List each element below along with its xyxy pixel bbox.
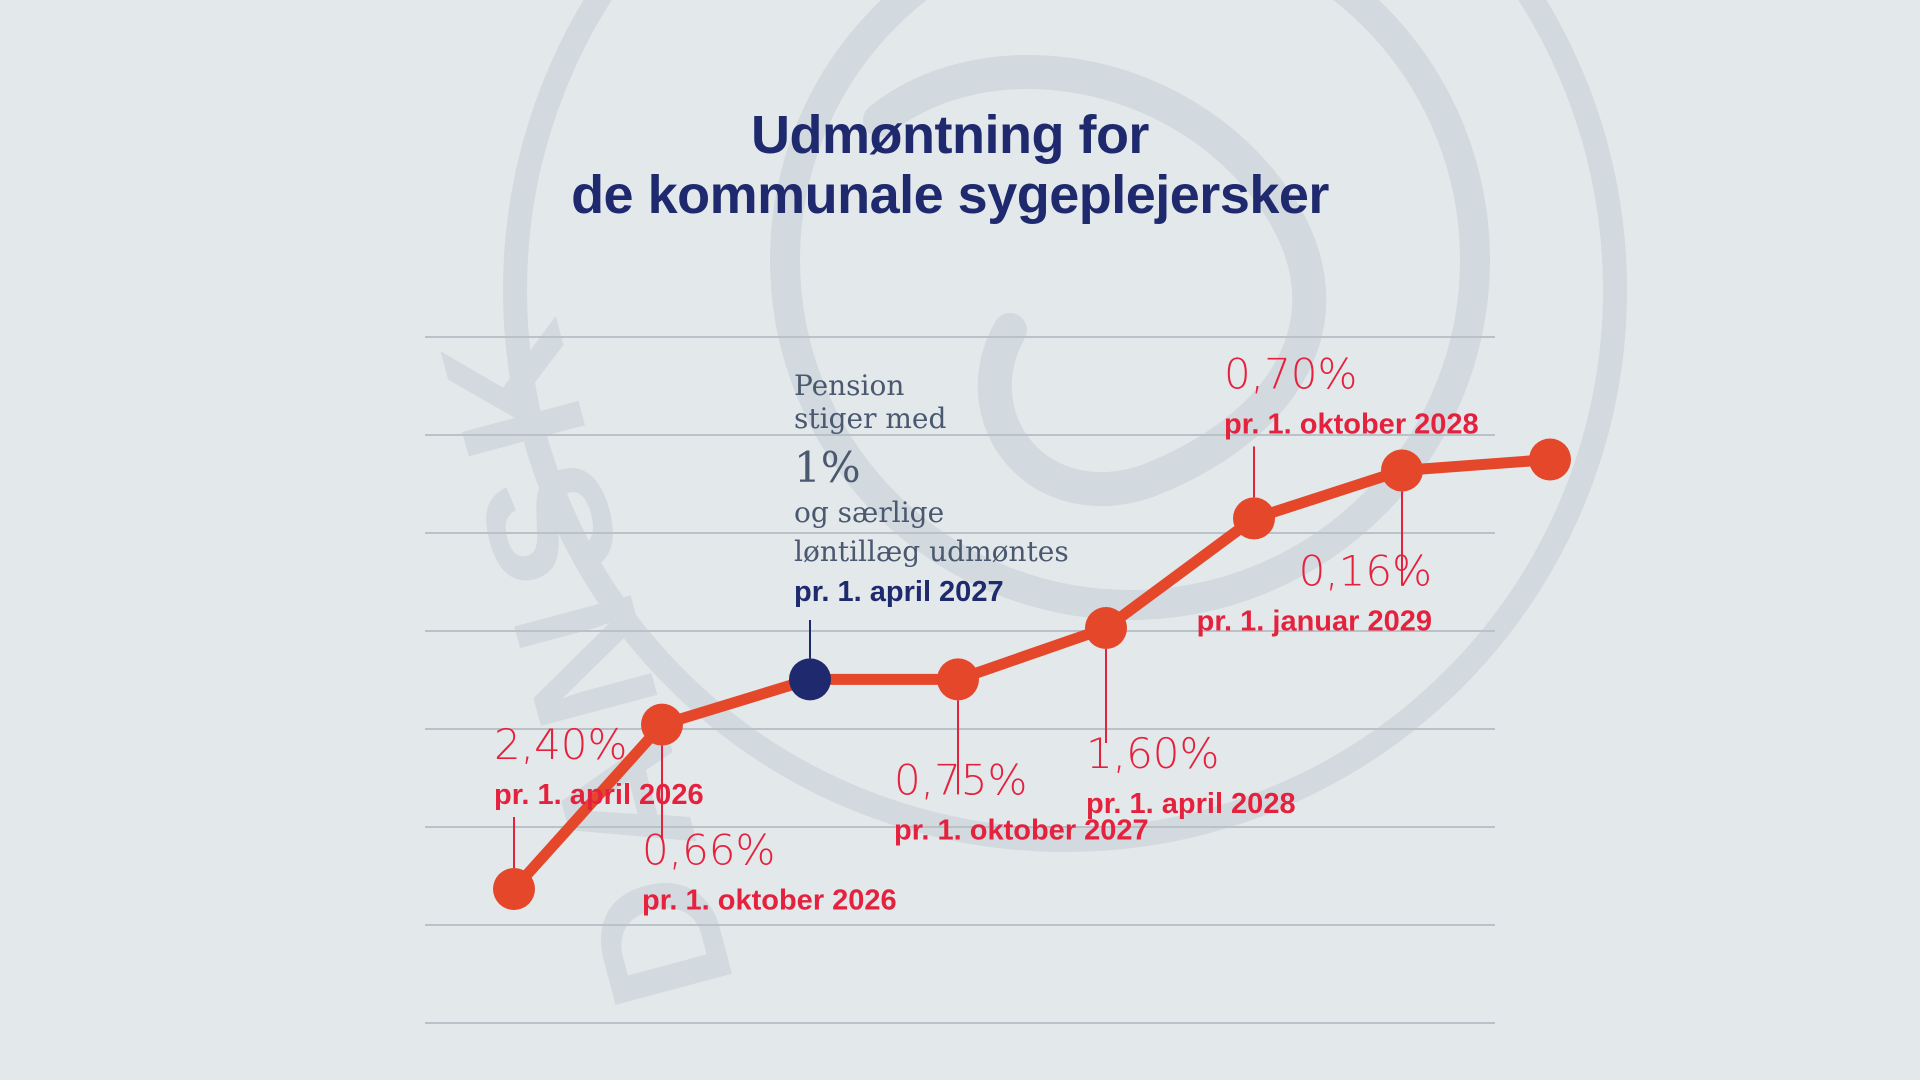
data-point: [641, 703, 683, 746]
date-label: pr. 1. oktober 2026: [642, 885, 897, 917]
series-line: [508, 454, 1556, 895]
pct-label: 0,75%: [894, 755, 1027, 804]
watermark-swirl: [863, 55, 1327, 507]
pct-label: 2,40%: [494, 720, 627, 769]
title-line: de kommunale sygeplejersker: [571, 165, 1329, 225]
date-label: pr. 1. oktober 2027: [894, 814, 1149, 846]
data-point: [1381, 449, 1423, 492]
pct-label: 1,60%: [1086, 729, 1219, 778]
gridlines: [425, 336, 1495, 1024]
pct-label: 0,70%: [1224, 349, 1357, 398]
annotation-text: stiger med: [794, 402, 946, 435]
annotation-text: og særlige: [794, 496, 944, 529]
date-label: pr. 1. april 2028: [1086, 788, 1296, 820]
date-label: pr. 1. oktober 2028: [1224, 408, 1479, 440]
data-point: [937, 658, 979, 701]
annotation-value: 1%: [794, 443, 861, 492]
data-point: [1529, 438, 1571, 481]
highlight-point: [789, 658, 831, 701]
data-point: [1233, 497, 1275, 540]
pct-label: 0,16%: [1299, 546, 1432, 595]
date-label: pr. 1. april 2026: [494, 779, 704, 811]
annotation-date: pr. 1. april 2027: [794, 576, 1004, 608]
data-point: [493, 868, 535, 910]
data-point: [1085, 607, 1127, 650]
date-label: pr. 1. januar 2029: [1197, 605, 1432, 637]
title-line: Udmøntning for: [751, 105, 1149, 165]
pct-label: 0,66%: [642, 826, 775, 875]
annotation-text: løntillæg udmøntes: [794, 535, 1069, 568]
annotation-text: Pension: [794, 369, 904, 402]
watermark-ring: [503, 0, 1627, 852]
